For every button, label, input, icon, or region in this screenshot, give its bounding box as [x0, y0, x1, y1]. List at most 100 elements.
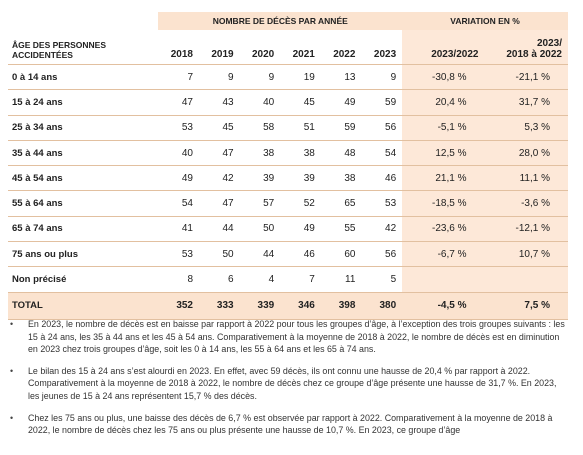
death-count-cell: 59 — [320, 114, 362, 141]
table-row: 25 à 34 ans 53 45 58 51 59 56 -5,1 % 5,3 % — [8, 114, 568, 141]
bullet-dot-icon: • — [10, 412, 14, 423]
table-row: 55 à 64 ans 54 47 57 52 65 53 -18,5 % -3,6 % — [8, 190, 568, 217]
death-count-cell: 53 — [361, 190, 403, 217]
variation-2023-2022-cell: 20,4 % — [402, 89, 485, 116]
death-count-cell: 51 — [280, 114, 321, 141]
variation-2023-vs-avg-cell: -21,1 % — [484, 63, 568, 90]
row-label: 0 à 14 ans — [8, 63, 159, 90]
age-column-header: ÂGE DES PERSONNES ACCIDENTÉES — [8, 30, 159, 65]
total-row: TOTAL 352 333 339 346 398 380 -4,5 % 7,5 % — [8, 291, 568, 320]
table-row: 35 à 44 ans 40 47 38 38 48 54 12,5 % 28,0 % — [8, 139, 568, 166]
variation-2023-2022-cell: -6,7 % — [402, 241, 485, 267]
death-count-cell: 54 — [158, 190, 199, 217]
death-count-cell: 44 — [199, 215, 240, 242]
year-header: 2019 — [199, 30, 240, 65]
death-count-cell: 46 — [361, 165, 403, 191]
death-count-cell: 45 — [199, 114, 240, 141]
table-row: Non précisé 8 6 4 7 11 5 — [8, 266, 568, 293]
death-count-cell: 53 — [158, 114, 199, 141]
death-count-cell: 9 — [239, 63, 281, 90]
death-count-cell: 50 — [199, 241, 240, 267]
deaths-by-age-table: NOMBRE DE DÉCÈS PAR ANNÉE VARIATION EN %… — [8, 12, 568, 320]
death-count-cell: 49 — [280, 215, 321, 242]
variation-2023-2022-cell: -23,6 % — [402, 215, 485, 242]
row-label: 15 à 24 ans — [8, 89, 159, 116]
bullet-dot-icon: • — [10, 365, 14, 376]
variation-header-line2: 2018 à 2022 — [506, 49, 562, 60]
death-count-cell: 43 — [199, 89, 240, 116]
variation-2023-2022-cell: 21,1 % — [402, 165, 485, 191]
table-row: 65 à 74 ans 41 44 50 49 55 42 -23,6 % -12,1 % — [8, 215, 568, 242]
death-count-cell: 50 — [239, 215, 281, 242]
variation-2023-2022-cell: 12,5 % — [402, 139, 485, 166]
death-count-cell: 58 — [239, 114, 281, 141]
death-count-cell: 42 — [361, 215, 403, 242]
death-count-cell: 47 — [199, 190, 240, 217]
death-count-cell: 38 — [280, 139, 321, 166]
variation-2023-2022-cell: -5,1 % — [402, 114, 485, 141]
variation-2023-vs-avg-cell: 31,7 % — [484, 89, 568, 116]
bullet-item: • En 2023, le nombre de décès est en bais… — [8, 318, 570, 356]
variation-2023-vs-avg-cell: 7,5 % — [484, 291, 568, 320]
death-count-cell: 352 — [158, 291, 199, 320]
deaths-group-header: NOMBRE DE DÉCÈS PAR ANNÉE — [158, 12, 403, 30]
variation-2023-vs-avg-cell: 28,0 % — [484, 139, 568, 166]
row-label: 75 ans ou plus — [8, 241, 159, 267]
row-label: 65 à 74 ans — [8, 215, 159, 242]
bullet-text: Le bilan des 15 à 24 ans s’est alourdi e… — [28, 365, 557, 401]
year-header: 2022 — [320, 30, 362, 65]
death-count-cell: 40 — [158, 139, 199, 166]
death-count-cell: 6 — [199, 266, 240, 293]
death-count-cell: 57 — [239, 190, 281, 217]
bullet-item: • Le bilan des 15 à 24 ans s’est alourdi … — [8, 365, 570, 403]
death-count-cell: 39 — [280, 165, 321, 191]
death-count-cell: 38 — [239, 139, 281, 166]
variation-2023-vs-avg-cell: 5,3 % — [484, 114, 568, 141]
bullet-dot-icon: • — [10, 319, 14, 329]
death-count-cell: 56 — [361, 241, 403, 267]
death-count-cell: 59 — [361, 89, 403, 116]
year-header: 2020 — [239, 30, 281, 65]
death-count-cell: 5 — [361, 266, 403, 293]
variation-2023-vs-2018-2022-header: 2023/2018 à 2022 — [484, 30, 568, 65]
death-count-cell: 339 — [239, 291, 281, 320]
death-count-cell: 8 — [158, 266, 199, 293]
death-count-cell: 60 — [320, 241, 362, 267]
death-count-cell: 46 — [280, 241, 321, 267]
variation-2023-vs-avg-cell: 10,7 % — [484, 241, 568, 267]
table-row: 0 à 14 ans 7 9 9 19 13 9 -30,8 % -21,1 % — [8, 63, 568, 90]
death-count-cell: 40 — [239, 89, 281, 116]
variation-2023-vs-avg-cell — [484, 266, 568, 293]
variation-2023-2022-cell — [402, 266, 485, 293]
death-count-cell: 47 — [199, 139, 240, 166]
bullet-item: • Chez les 75 ans ou plus, une baisse des… — [8, 412, 570, 437]
death-count-cell: 13 — [320, 63, 362, 90]
death-count-cell: 42 — [199, 165, 240, 191]
bullet-text: En 2023, le nombre de décès est en baiss… — [28, 319, 565, 355]
death-count-cell: 53 — [158, 241, 199, 267]
row-label: Non précisé — [8, 266, 159, 293]
row-label: 35 à 44 ans — [8, 139, 159, 166]
death-count-cell: 47 — [158, 89, 199, 116]
death-count-cell: 11 — [320, 266, 362, 293]
row-label: TOTAL — [8, 291, 159, 320]
death-count-cell: 398 — [320, 291, 362, 320]
death-count-cell: 44 — [239, 241, 281, 267]
death-count-cell: 19 — [280, 63, 321, 90]
death-count-cell: 54 — [361, 139, 403, 166]
variation-2023-2022-cell: -4,5 % — [402, 291, 485, 320]
table-row: 45 à 54 ans 49 42 39 39 38 46 21,1 % 11,1 % — [8, 165, 568, 191]
variation-group-header: VARIATION EN % — [402, 12, 568, 30]
variation-2023-vs-avg-cell: -12,1 % — [484, 215, 568, 242]
death-count-cell: 380 — [361, 291, 403, 320]
table-row: 75 ans ou plus 53 50 44 46 60 56 -6,7 % 10,7 % — [8, 241, 568, 267]
table-row: 15 à 24 ans 47 43 40 45 49 59 20,4 % 31,7 % — [8, 89, 568, 116]
header-blank-cell — [8, 12, 159, 30]
death-count-cell: 49 — [158, 165, 199, 191]
commentary-list: • En 2023, le nombre de décès est en bais… — [8, 318, 570, 446]
death-count-cell: 49 — [320, 89, 362, 116]
year-header: 2021 — [280, 30, 321, 65]
bullet-text: Chez les 75 ans ou plus, une baisse des … — [28, 412, 553, 436]
death-count-cell: 65 — [320, 190, 362, 217]
